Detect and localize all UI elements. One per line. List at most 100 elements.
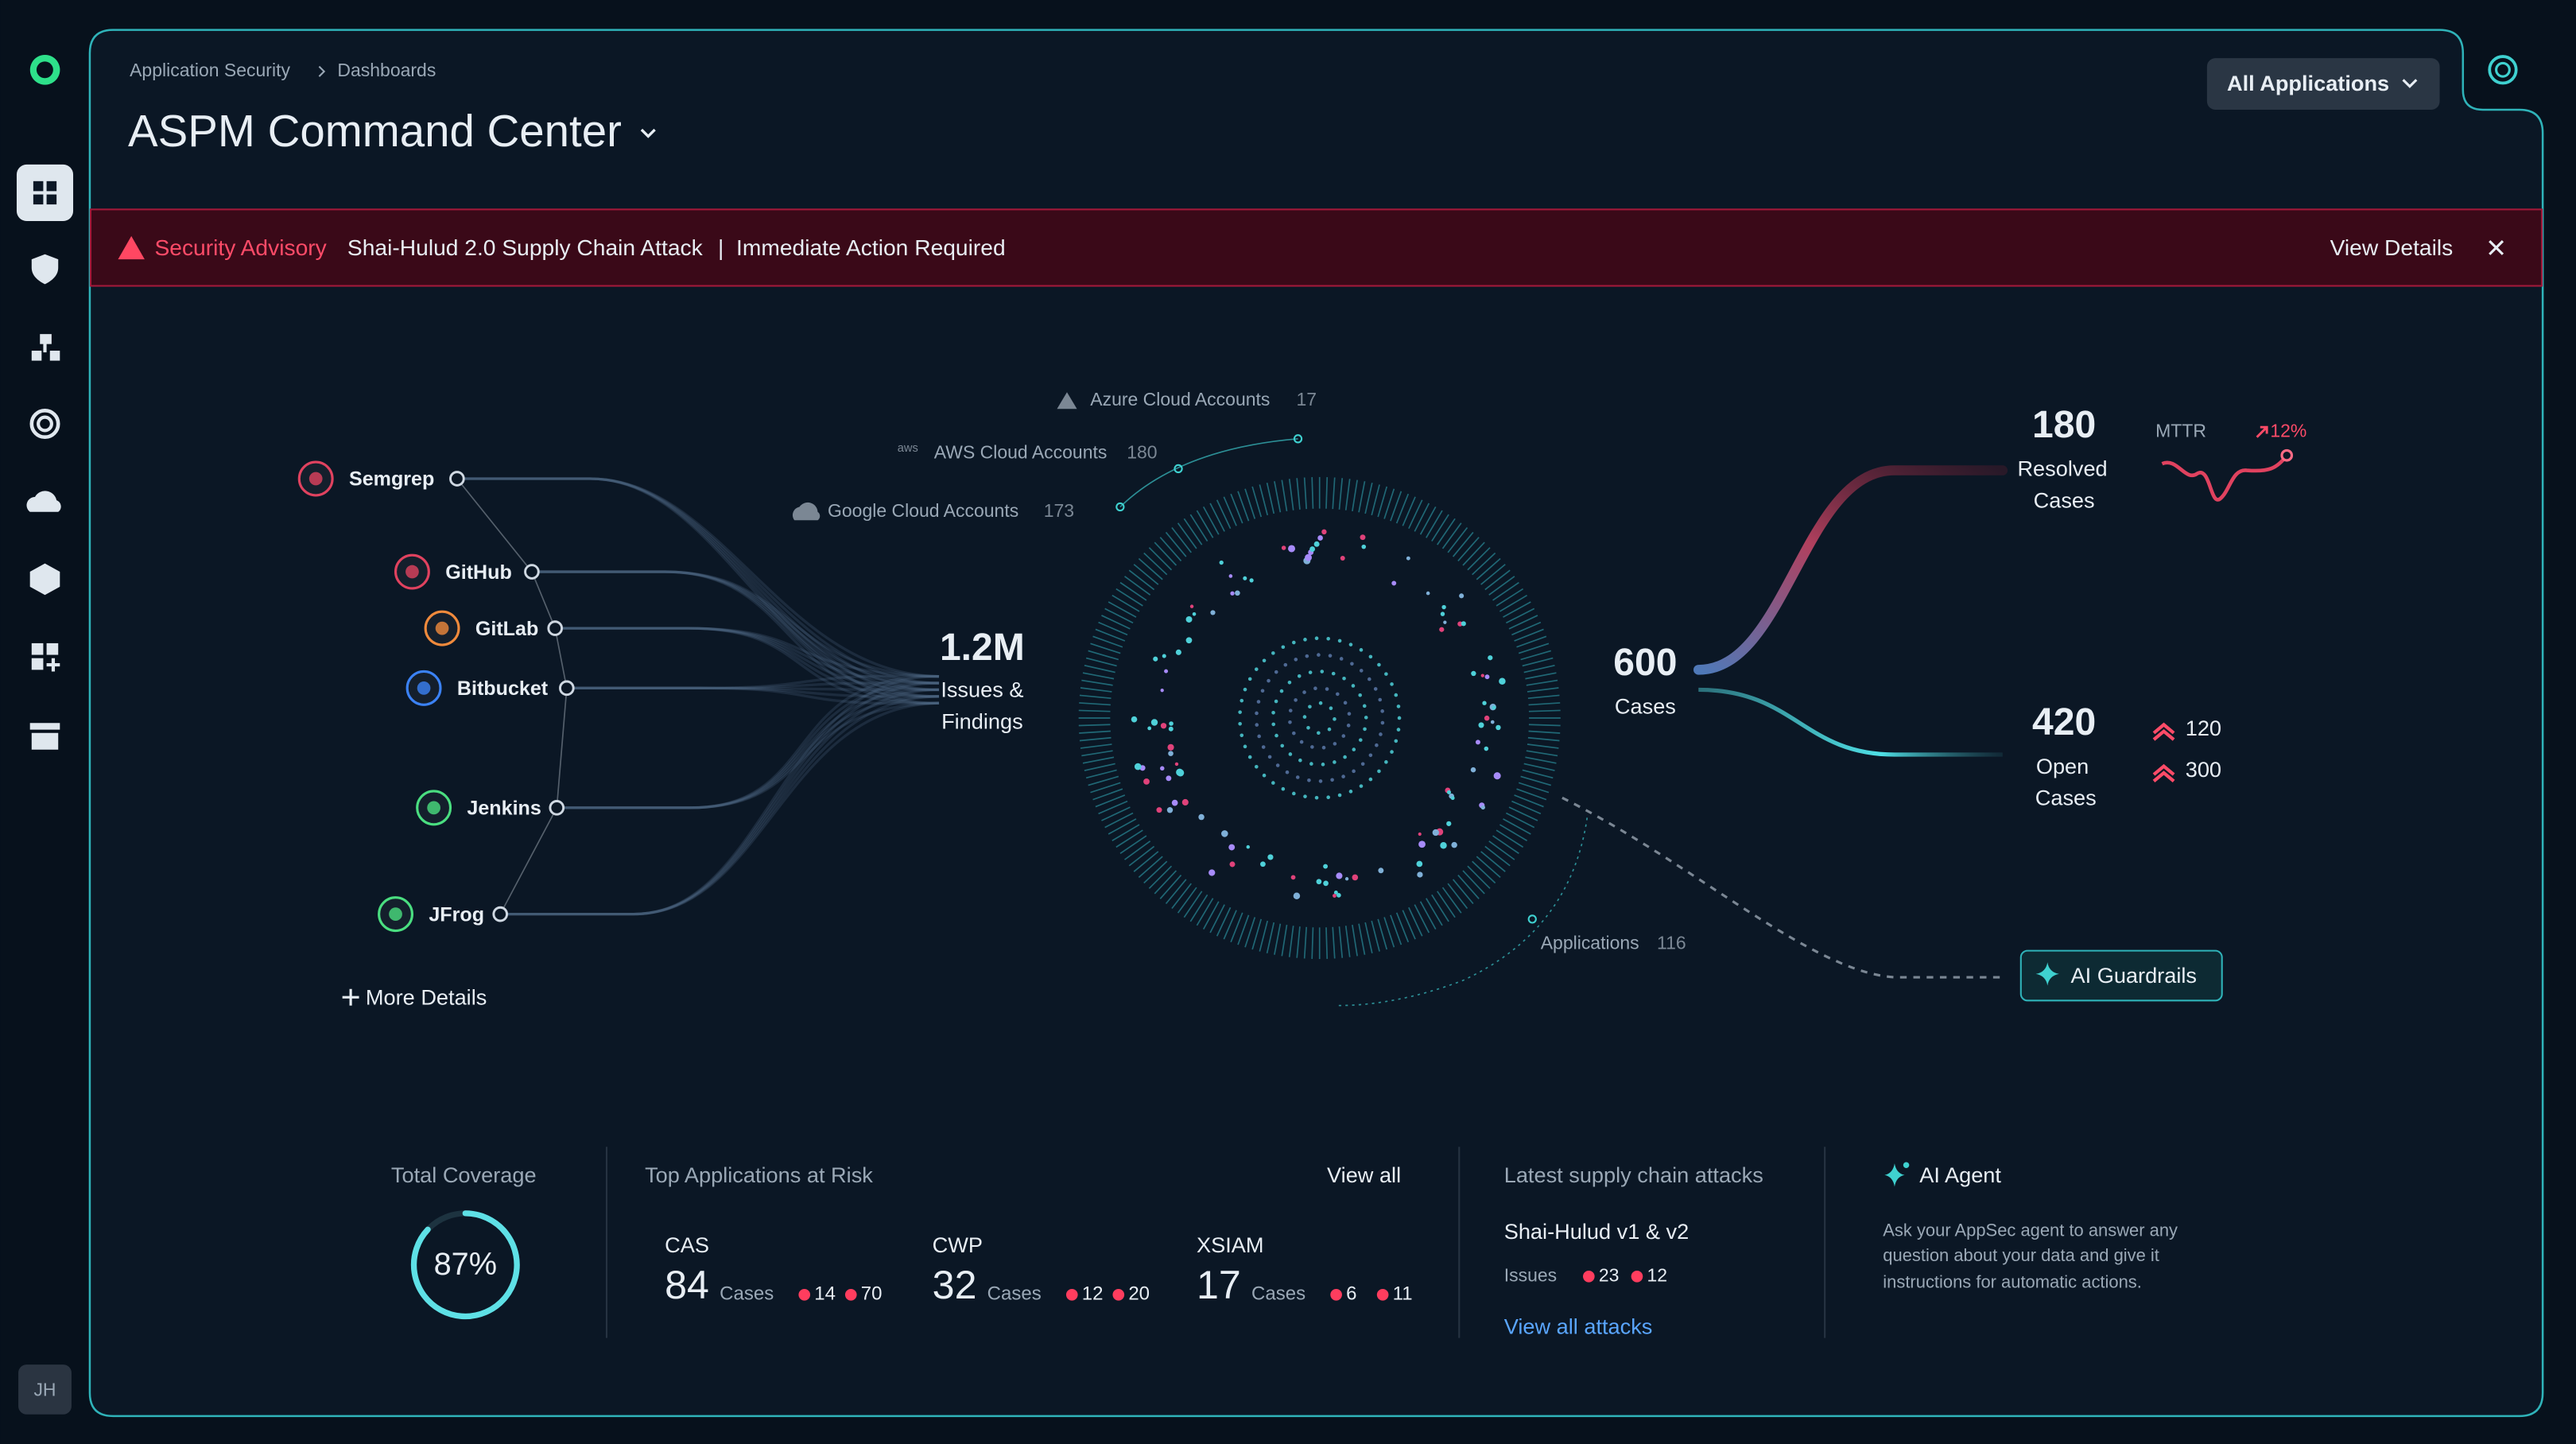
- ring-tick: [1079, 702, 1111, 706]
- assistant-button[interactable]: [2488, 55, 2518, 85]
- core-dot: [1351, 684, 1356, 688]
- issue-dot: [1330, 1288, 1342, 1301]
- flow-line: [557, 695, 940, 809]
- ring-tick: [1138, 856, 1163, 879]
- source-node: [559, 680, 575, 697]
- nav-store[interactable]: [29, 723, 60, 750]
- ring-tick: [1408, 906, 1423, 937]
- ring-tick: [1209, 503, 1225, 532]
- ring-tick: [1467, 547, 1491, 571]
- source-name[interactable]: GitHub: [445, 561, 512, 584]
- advisory-close[interactable]: [2489, 239, 2504, 255]
- core-dot: [1287, 680, 1292, 685]
- ring-tick: [1092, 788, 1123, 801]
- core-dot: [1240, 698, 1244, 703]
- core-dot: [1348, 642, 1353, 646]
- advisory-message: Immediate Action Required: [736, 235, 1006, 260]
- ring-tick: [1520, 650, 1551, 661]
- nav-dashboard[interactable]: [16, 164, 74, 222]
- ring-tick: [1514, 628, 1544, 642]
- supply-chain-issue-count: 12: [1647, 1264, 1667, 1285]
- nav-cloud[interactable]: [26, 491, 61, 512]
- ai-guardrails-label: AI Guardrails: [2071, 963, 2197, 988]
- core-dot: [1330, 778, 1334, 782]
- source-node: [547, 620, 564, 636]
- ring-tick: [1352, 924, 1358, 957]
- core-dot: [1281, 786, 1286, 791]
- source-name[interactable]: Semgrep: [349, 468, 434, 491]
- advisory-action[interactable]: View Details: [2330, 235, 2454, 260]
- ring-dot: [1281, 545, 1286, 550]
- core-dot: [1359, 669, 1364, 673]
- ring-tick: [1085, 657, 1117, 667]
- ring-tick: [1437, 518, 1456, 545]
- core-dot: [1302, 690, 1306, 694]
- ring-dot: [1432, 829, 1439, 837]
- flow-line: [500, 681, 940, 916]
- ai-agent-title: AI Agent: [1919, 1163, 2001, 1187]
- ring-tick: [1138, 557, 1163, 580]
- core-dot: [1347, 712, 1352, 716]
- flow-line: [456, 477, 940, 698]
- breadcrumb-item[interactable]: Dashboards: [337, 60, 436, 80]
- core-dot: [1243, 687, 1247, 692]
- ring-dot: [1406, 556, 1410, 561]
- nav-graph[interactable]: [31, 334, 60, 361]
- source-name[interactable]: GitLab: [475, 618, 538, 640]
- svg-text:aws: aws: [898, 442, 918, 455]
- core-dot: [1314, 636, 1319, 641]
- title-dropdown[interactable]: [640, 128, 656, 138]
- ring-tick: [1488, 576, 1515, 596]
- flow-line: [555, 627, 940, 678]
- user-avatar[interactable]: [18, 1364, 72, 1415]
- ring-dot: [1228, 844, 1236, 851]
- nav-package[interactable]: [29, 563, 60, 596]
- core-dot: [1339, 657, 1344, 661]
- ring-tick: [1223, 496, 1237, 526]
- core-dot: [1302, 715, 1307, 719]
- ring-tick: [1480, 564, 1506, 585]
- resolved-count: 180: [2032, 403, 2096, 446]
- flow-line: [566, 686, 940, 692]
- ring-tick: [1462, 870, 1485, 895]
- ring-dot: [1313, 541, 1320, 547]
- ring-tick: [1196, 510, 1214, 538]
- ring-tick: [1344, 926, 1351, 957]
- ring-tick: [1088, 775, 1119, 786]
- supply-chain-title: Latest supply chain attacks: [1504, 1163, 1763, 1187]
- sidebar: JH: [16, 54, 74, 1415]
- app-filter[interactable]: [2206, 58, 2440, 110]
- coverage-value: 87%: [434, 1247, 497, 1282]
- ring-tick: [1426, 898, 1443, 926]
- source-icon-glyph: [435, 621, 449, 635]
- nav-security[interactable]: [31, 254, 59, 285]
- breadcrumb-item[interactable]: Application Security: [130, 60, 290, 80]
- ring-dot: [1457, 621, 1463, 627]
- ring-tick: [1080, 743, 1112, 749]
- resolved-label: Resolved: [2017, 456, 2107, 481]
- supply-chain-action[interactable]: View all attacks: [1504, 1314, 1653, 1338]
- ring-dot: [1305, 553, 1312, 561]
- ring-tick: [1377, 918, 1388, 950]
- ring-tick: [1082, 672, 1115, 680]
- flow-line: [456, 477, 940, 678]
- core-dot: [1380, 720, 1385, 725]
- ring-dot: [1336, 892, 1341, 898]
- ai-guardrails-button[interactable]: [2019, 949, 2223, 1002]
- nav-apps[interactable]: [31, 642, 60, 672]
- more-details[interactable]: More Details: [366, 984, 487, 1009]
- source-name[interactable]: Jenkins: [467, 798, 541, 820]
- core-dot: [1288, 720, 1292, 724]
- source-name[interactable]: JFrog: [429, 903, 484, 926]
- ring-dot: [1208, 869, 1216, 876]
- top-apps-action[interactable]: View all: [1327, 1163, 1401, 1187]
- ring-tick: [1165, 531, 1187, 557]
- core-dot: [1255, 765, 1259, 769]
- source-node: [492, 906, 509, 922]
- nav-fingerprint[interactable]: [29, 408, 60, 440]
- ring-tick: [1462, 542, 1485, 566]
- ring-dot: [1143, 778, 1150, 785]
- core-dot: [1303, 638, 1307, 642]
- app-filter-label: All Applications: [2227, 71, 2389, 95]
- source-name[interactable]: Bitbucket: [457, 677, 549, 700]
